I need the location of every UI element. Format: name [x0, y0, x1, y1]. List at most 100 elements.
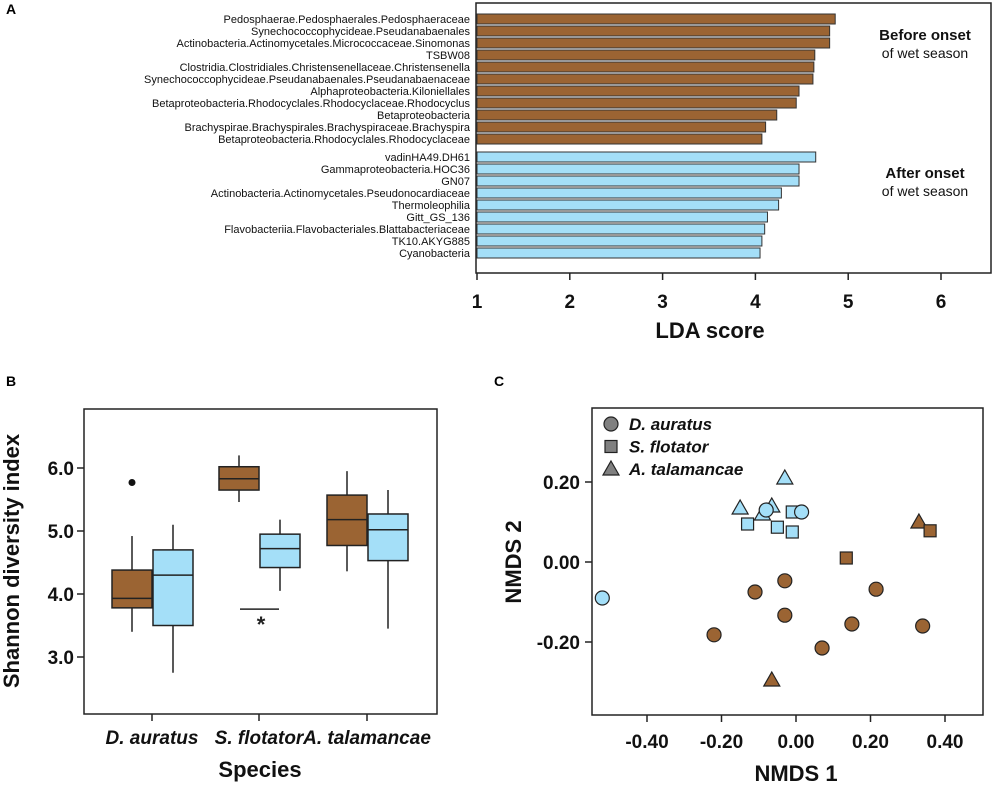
box [367, 513, 409, 562]
plot-frame-b [83, 408, 438, 715]
y-axis-title: NMDS 2 [501, 520, 526, 603]
x-tick-label: 0.40 [927, 732, 964, 753]
data-point-circle [844, 616, 860, 632]
data-point-circle [758, 502, 774, 518]
group-sublabel: of wet season [882, 45, 968, 61]
taxon-label: Thermoleophilia [392, 200, 471, 212]
legend-label: D. auratus [629, 415, 712, 434]
y-tick-label: 4.0 [48, 585, 74, 606]
box [111, 569, 153, 609]
significance-asterisk: * [257, 612, 266, 637]
species-label: D. auratus [106, 728, 199, 749]
lda-bar [476, 73, 814, 85]
taxon-label: Synechococcophycideae.Pseudanabaenales [251, 26, 470, 38]
x-tick-label: 0.20 [852, 732, 889, 753]
taxon-label: Flavobacteriia.Flavobacteriales.Blattaba… [224, 224, 470, 236]
box [152, 549, 194, 627]
outlier-point [128, 478, 136, 486]
x-tick-label: 3 [657, 292, 668, 313]
data-point-circle [793, 504, 810, 520]
lda-bar [476, 163, 800, 175]
group-label: Before onset [879, 27, 971, 44]
x-tick-label: 1 [472, 292, 483, 313]
lda-bar [476, 49, 816, 61]
data-point-circle [915, 618, 931, 634]
lda-bar [476, 97, 797, 109]
data-point-triangle [909, 512, 928, 529]
legend-label: S. flotator [629, 438, 710, 457]
data-point-circle [777, 607, 793, 623]
taxon-label: TSBW08 [426, 50, 470, 62]
x-tick-label: 0.00 [778, 732, 815, 753]
legend-marker-triangle [601, 459, 621, 476]
taxon-label: Betaproteobacteria [377, 110, 471, 122]
group-label: After onset [885, 165, 964, 182]
species-label: A. talamancae [302, 728, 431, 749]
x-tick-label: 5 [843, 292, 854, 313]
panel-label: B [6, 373, 16, 389]
lda-bar [476, 247, 761, 259]
plot-frame-a [475, 2, 992, 274]
data-point-square [839, 551, 853, 565]
data-point-circle [777, 573, 793, 589]
lda-bar [476, 151, 817, 163]
taxon-label: Alphaproteobacteria.Kiloniellales [310, 86, 470, 98]
data-point-circle [706, 627, 722, 643]
x-tick-label: -0.20 [700, 732, 743, 753]
taxon-label: Actinobacteria.Actinomycetales.Pseudonoc… [211, 188, 470, 200]
data-point-triangle [775, 468, 794, 485]
y-tick-label: 0.20 [543, 473, 580, 494]
legend-marker-square [604, 439, 618, 454]
x-tick-label: 6 [936, 292, 947, 313]
lda-bar [476, 235, 763, 247]
data-point-square [740, 517, 755, 531]
lda-bar [476, 133, 763, 145]
lda-bar [476, 25, 831, 37]
x-axis-title: LDA score [655, 318, 764, 343]
y-tick-label: -0.20 [537, 633, 580, 654]
lda-bar [476, 61, 815, 73]
taxon-label: Betaproteobacteria.Rhodocyclales.Rhodocy… [218, 134, 470, 146]
x-tick-label: 4 [750, 292, 761, 313]
taxon-label: vadinHA49.DH61 [385, 152, 470, 164]
y-axis-title: Shannon diversity index [0, 433, 24, 688]
lda-bar [476, 85, 800, 97]
taxon-label: Betaproteobacteria.Rhodocyclales.Rhodocy… [152, 98, 470, 110]
panel-label: C [494, 373, 504, 389]
data-point-triangle [731, 498, 750, 515]
panel-label: A [6, 1, 16, 17]
lda-bar [476, 175, 800, 187]
group-sublabel: of wet season [882, 183, 968, 199]
data-point-triangle [762, 670, 781, 687]
y-tick-label: 5.0 [48, 522, 74, 543]
data-point-square [770, 520, 784, 534]
taxon-label: Gitt_GS_136 [406, 212, 470, 224]
taxon-label: Gammaproteobacteria.HOC36 [321, 164, 470, 176]
lda-bar [476, 187, 782, 199]
y-tick-label: 6.0 [48, 459, 74, 480]
taxon-label: Clostridia.Clostridiales.Christensenella… [180, 62, 471, 74]
lda-bar [476, 13, 836, 25]
x-axis-title: Species [218, 757, 301, 782]
lda-bar [476, 211, 768, 223]
taxon-label: Synechococcophycideae.Pseudanabaenales.P… [144, 74, 470, 86]
lda-bar [476, 109, 778, 121]
data-point-square [785, 525, 799, 539]
data-point-circle [868, 581, 884, 597]
legend-marker-circle [603, 416, 619, 432]
taxon-label: Brachyspirae.Brachyspirales.Brachyspirac… [184, 122, 470, 134]
species-label: S. flotator [215, 728, 305, 749]
taxon-label: GN07 [441, 176, 470, 188]
x-tick-label: -0.40 [625, 732, 668, 753]
x-axis-title: NMDS 1 [754, 761, 837, 786]
box [259, 533, 301, 569]
y-tick-label: 3.0 [48, 648, 74, 669]
taxon-label: Cyanobacteria [399, 248, 471, 260]
x-tick-label: 2 [565, 292, 576, 313]
legend-label: A. talamancae [628, 460, 743, 479]
lda-bar [476, 199, 780, 211]
lda-bar [476, 121, 767, 133]
data-point-square [923, 524, 937, 538]
lda-bar [476, 223, 766, 235]
